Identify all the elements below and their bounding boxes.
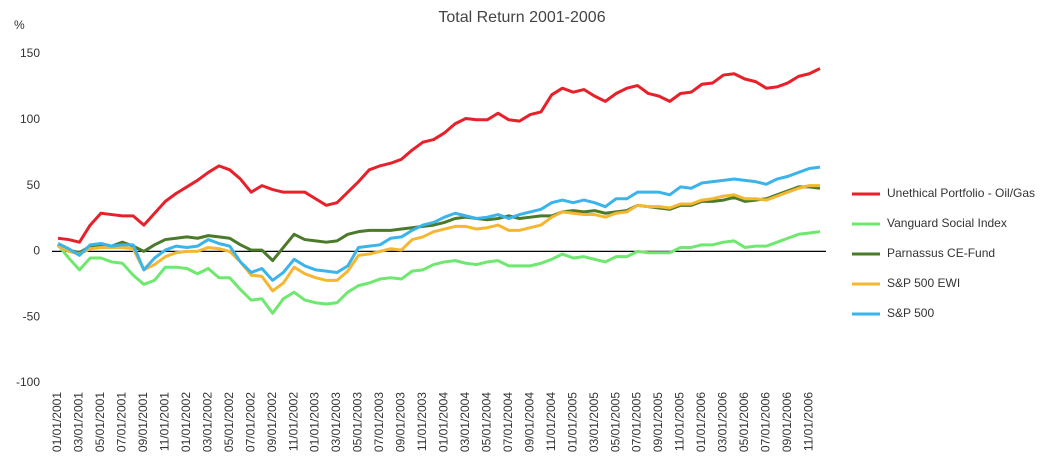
y-tick-label: 100 [20, 112, 40, 126]
x-tick-label: 01/01/2001 [50, 392, 64, 452]
x-tick-label: 07/01/2002 [243, 392, 257, 452]
y-axis-unit: % [14, 18, 25, 32]
y-tick-label: -50 [23, 309, 41, 323]
x-tick-label: 05/01/2002 [222, 392, 236, 452]
x-tick-label: 05/01/2005 [608, 392, 622, 452]
x-tick-label: 07/01/2003 [372, 392, 386, 452]
x-tick-label: 01/01/2006 [694, 392, 708, 452]
x-tick-label: 09/01/2006 [780, 392, 794, 452]
x-tick-label: 11/01/2002 [286, 392, 300, 451]
x-tick-label: 11/01/2003 [415, 392, 429, 451]
x-tick-label: 09/01/2003 [394, 392, 408, 452]
chart-title: Total Return 2001-2006 [438, 9, 605, 26]
x-tick-label: 09/01/2001 [136, 392, 150, 452]
x-tick-label: 11/01/2001 [157, 392, 171, 451]
x-tick-label: 11/01/2004 [544, 392, 558, 451]
x-tick-label: 01/01/2005 [565, 392, 579, 452]
y-tick-label: 150 [20, 46, 40, 60]
series-line [57, 184, 820, 293]
x-tick-label: 11/01/2005 [673, 392, 687, 451]
y-tick-label: 0 [33, 244, 40, 258]
x-tick-label: 07/01/2006 [759, 392, 773, 452]
x-tick-label: 03/01/2003 [329, 392, 343, 452]
x-tick-label: 01/01/2004 [437, 392, 451, 452]
x-tick-label: 03/01/2001 [72, 392, 86, 452]
x-tick-label: 07/01/2005 [630, 392, 644, 452]
x-tick-label: 09/01/2005 [651, 392, 665, 452]
y-tick-label: 50 [27, 178, 41, 192]
x-tick-label: 05/01/2004 [479, 392, 493, 452]
y-tick-label: -100 [16, 375, 40, 389]
x-tick-label: 03/01/2004 [458, 392, 472, 452]
x-tick-label: 05/01/2003 [351, 392, 365, 452]
x-tick-label: 07/01/2001 [115, 392, 129, 452]
legend-label: Unethical Portfolio - Oil/Gas [887, 186, 1035, 200]
x-tick-label: 05/01/2006 [737, 392, 751, 452]
legend-label: Vanguard Social Index [887, 216, 1007, 230]
x-tick-label: 03/01/2005 [587, 392, 601, 452]
x-tick-label: 01/01/2002 [179, 392, 193, 452]
x-tick-label: 09/01/2002 [265, 392, 279, 452]
x-tick-label: 03/01/2006 [716, 392, 730, 452]
x-tick-label: 03/01/2002 [200, 392, 214, 452]
x-tick-label: 05/01/2001 [93, 392, 107, 452]
x-tick-label: 09/01/2004 [522, 392, 536, 452]
x-tick-label: 07/01/2004 [501, 392, 515, 452]
legend-label: S&P 500 EWI [887, 276, 960, 290]
legend-label: S&P 500 [887, 306, 934, 320]
x-tick-label: 11/01/2006 [801, 392, 815, 451]
legend-label: Parnassus CE-Fund [887, 246, 995, 260]
series-line [56, 230, 821, 315]
series-line [57, 165, 821, 282]
x-tick-label: 01/01/2003 [308, 392, 322, 452]
series-line [57, 67, 821, 244]
